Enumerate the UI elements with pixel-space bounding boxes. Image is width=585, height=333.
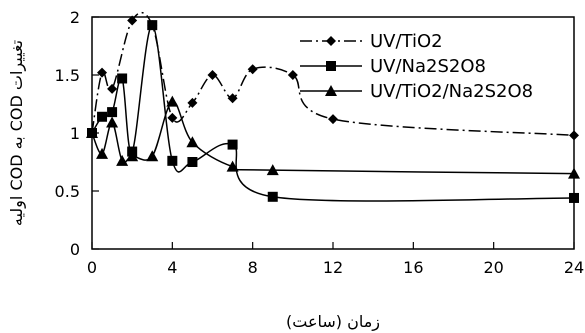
x-tick-label: 12 <box>323 258 343 277</box>
legend-label: UV/TiO2/Na2S2O8 <box>370 81 533 102</box>
x-tick-label: 4 <box>167 258 177 277</box>
triangle-marker <box>116 154 129 166</box>
triangle-marker <box>146 150 159 162</box>
diamond-marker <box>328 114 338 125</box>
square-marker <box>97 111 108 122</box>
x-tick-label: 16 <box>403 258 423 277</box>
y-axis-title: تغییرات COD به COD اولیه <box>7 40 27 226</box>
square-marker <box>187 157 198 167</box>
diamond-marker <box>287 70 298 80</box>
series-0 <box>87 11 579 141</box>
y-axis-ticks: 0 0.5 1 1.5 2 <box>55 8 99 259</box>
square-marker <box>117 73 128 84</box>
triangle-marker <box>266 164 279 176</box>
triangle-marker <box>226 160 239 172</box>
legend-square-marker <box>326 61 336 71</box>
triangle-marker <box>186 136 199 148</box>
y-tick-label: 0.5 <box>55 182 80 201</box>
square-marker <box>107 107 118 118</box>
series-2 <box>86 95 580 179</box>
x-tick-label: 20 <box>483 258 503 277</box>
square-marker <box>167 155 178 166</box>
x-tick-label: 8 <box>248 258 258 277</box>
diamond-marker <box>97 67 108 78</box>
diamond-marker <box>207 70 218 80</box>
triangle-marker <box>106 116 119 128</box>
x-tick-label: 0 <box>87 258 97 277</box>
x-axis-title: زمان (ساعت) <box>286 312 380 332</box>
triangle-marker <box>86 127 98 138</box>
diamond-marker <box>187 97 198 108</box>
square-marker <box>147 20 158 31</box>
legend-diamond-marker <box>326 36 336 46</box>
triangle-marker <box>568 167 580 179</box>
y-tick-label: 0 <box>70 240 80 259</box>
series-layer <box>86 11 580 203</box>
plot-area <box>91 16 575 250</box>
diamond-marker <box>127 15 138 26</box>
x-axis-ticks: 0 4 8 12 16 20 24 <box>87 242 584 277</box>
diamond-marker <box>227 93 238 104</box>
diamond-marker <box>247 64 258 75</box>
square-marker <box>267 191 278 202</box>
legend-triangle-marker <box>325 85 337 96</box>
y-tick-label: 1 <box>70 124 80 143</box>
legend-label: UV/Na2S2O8 <box>370 56 486 77</box>
x-tick-label: 24 <box>564 258 584 277</box>
square-marker <box>569 192 579 203</box>
diamond-marker <box>569 130 579 141</box>
diamond-marker <box>167 112 178 123</box>
diamond-marker <box>107 83 118 94</box>
triangle-marker <box>126 150 139 162</box>
y-tick-label: 1.5 <box>55 66 80 85</box>
square-marker <box>227 139 238 150</box>
legend-label: UV/TiO2 <box>370 31 443 52</box>
legend: UV/TiO2 UV/Na2S2O8 UV/TiO2/Na2S2O8 <box>300 31 533 102</box>
series-line <box>91 11 575 137</box>
y-tick-label: 2 <box>70 8 80 27</box>
triangle-marker <box>166 95 179 107</box>
triangle-marker <box>96 147 109 159</box>
